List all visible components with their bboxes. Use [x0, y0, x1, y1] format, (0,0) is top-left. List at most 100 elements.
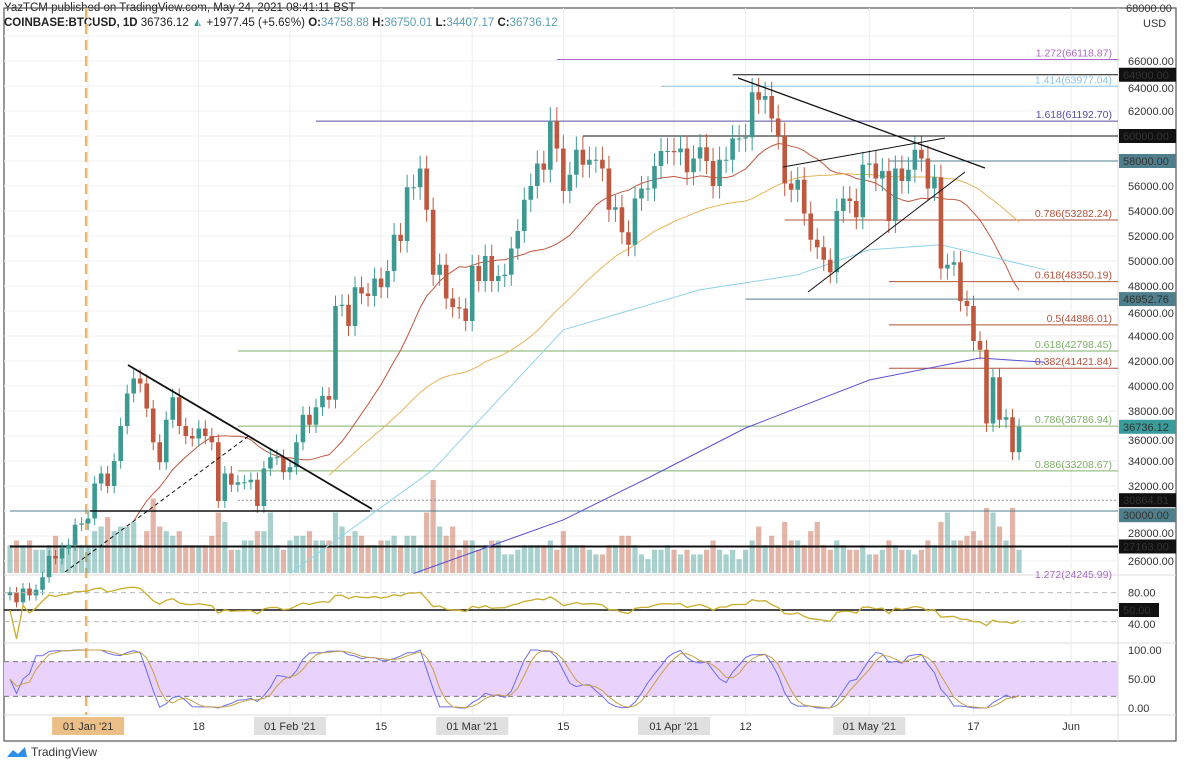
candle-body[interactable]	[7, 592, 13, 596]
candle-body[interactable]	[613, 207, 618, 210]
candle-body[interactable]	[528, 186, 534, 200]
candle-body[interactable]	[268, 457, 273, 469]
candle-body[interactable]	[840, 198, 846, 212]
candle-body[interactable]	[671, 151, 677, 153]
candle-body[interactable]	[730, 138, 735, 160]
candle-body[interactable]	[977, 341, 983, 350]
candle-body[interactable]	[437, 264, 442, 275]
candle-body[interactable]	[274, 457, 280, 459]
candle-body[interactable]	[554, 121, 560, 149]
candle-body[interactable]	[808, 213, 814, 240]
candle-body[interactable]	[137, 378, 143, 384]
candle-body[interactable]	[639, 188, 644, 199]
candle-body[interactable]	[59, 548, 65, 559]
candle-body[interactable]	[131, 378, 136, 394]
candle-body[interactable]	[827, 259, 833, 273]
candle-body[interactable]	[723, 159, 729, 161]
candle-body[interactable]	[33, 589, 39, 596]
candle-body[interactable]	[235, 482, 241, 485]
candle-body[interactable]	[606, 168, 612, 210]
candle-body[interactable]	[313, 407, 319, 425]
time-axis-tick[interactable]: 12	[740, 721, 752, 733]
candle-body[interactable]	[600, 159, 605, 169]
candle-body[interactable]	[352, 287, 358, 326]
candle-body[interactable]	[548, 121, 553, 170]
candle-body[interactable]	[326, 396, 332, 400]
candle-body[interactable]	[333, 306, 338, 400]
candle-body[interactable]	[938, 177, 944, 269]
candle-body[interactable]	[176, 397, 182, 426]
candle-body[interactable]	[183, 426, 189, 436]
candle-body[interactable]	[587, 159, 592, 165]
candle-body[interactable]	[339, 304, 345, 306]
candle-body[interactable]	[307, 414, 312, 425]
candle-body[interactable]	[691, 158, 696, 173]
candle-body[interactable]	[561, 148, 566, 192]
candle-body[interactable]	[476, 266, 482, 281]
candle-body[interactable]	[502, 274, 508, 276]
candle-body[interactable]	[645, 188, 651, 190]
candle-body[interactable]	[984, 349, 989, 424]
candle-body[interactable]	[958, 262, 963, 301]
candle-body[interactable]	[229, 473, 234, 485]
candle-body[interactable]	[762, 96, 768, 100]
candle-body[interactable]	[242, 482, 247, 484]
candle-body[interactable]	[821, 247, 827, 260]
candle-body[interactable]	[261, 468, 267, 507]
candle-body[interactable]	[860, 164, 866, 218]
candle-body[interactable]	[704, 147, 709, 161]
candle-body[interactable]	[854, 201, 859, 218]
candle-body[interactable]	[365, 293, 371, 297]
candle-body[interactable]	[124, 393, 130, 427]
candle-body[interactable]	[632, 198, 638, 245]
candle-body[interactable]	[98, 473, 104, 484]
candle-body[interactable]	[971, 306, 976, 341]
candle-body[interactable]	[515, 231, 521, 249]
candle-body[interactable]	[20, 588, 26, 603]
candle-body[interactable]	[391, 234, 397, 271]
candle-body[interactable]	[880, 171, 885, 179]
candle-body[interactable]	[658, 151, 664, 166]
candle-body[interactable]	[170, 397, 176, 420]
candle-body[interactable]	[580, 149, 586, 165]
candle-body[interactable]	[456, 307, 462, 309]
candle-body[interactable]	[404, 187, 410, 241]
candle-body[interactable]	[111, 461, 117, 486]
candle-body[interactable]	[294, 442, 299, 468]
candle-body[interactable]	[782, 136, 787, 184]
descending-trendline[interactable]	[127, 364, 373, 510]
candle-body[interactable]	[678, 148, 683, 153]
candle-body[interactable]	[697, 147, 703, 159]
candle-body[interactable]	[508, 248, 514, 275]
candle-body[interactable]	[521, 199, 527, 231]
candle-body[interactable]	[222, 473, 228, 502]
time-axis-tick[interactable]: 17	[967, 721, 979, 733]
candle-body[interactable]	[997, 377, 1002, 420]
candle-body[interactable]	[300, 414, 306, 443]
candle-body[interactable]	[79, 523, 84, 525]
candle-body[interactable]	[873, 163, 879, 179]
candle-body[interactable]	[710, 161, 716, 186]
candle-body[interactable]	[652, 166, 657, 189]
candle-body[interactable]	[46, 556, 52, 578]
candle-body[interactable]	[626, 232, 631, 245]
wedge-upper-trendline[interactable]	[782, 137, 946, 168]
candle-body[interactable]	[105, 473, 110, 487]
candle-body[interactable]	[27, 588, 32, 596]
candle-body[interactable]	[619, 207, 625, 233]
candle-body[interactable]	[417, 168, 423, 188]
candle-body[interactable]	[53, 556, 58, 559]
candle-body[interactable]	[216, 442, 221, 501]
candle-body[interactable]	[385, 271, 390, 288]
candle-body[interactable]	[834, 211, 840, 273]
candle-body[interactable]	[118, 426, 123, 461]
time-axis-tick[interactable]: 15	[557, 721, 569, 733]
candle-body[interactable]	[144, 383, 150, 409]
candle-body[interactable]	[795, 179, 801, 190]
candle-body[interactable]	[359, 287, 364, 294]
candle-body[interactable]	[593, 159, 599, 161]
time-axis-tick[interactable]: 15	[375, 721, 387, 733]
candle-body[interactable]	[372, 278, 377, 297]
candle-body[interactable]	[287, 467, 293, 473]
